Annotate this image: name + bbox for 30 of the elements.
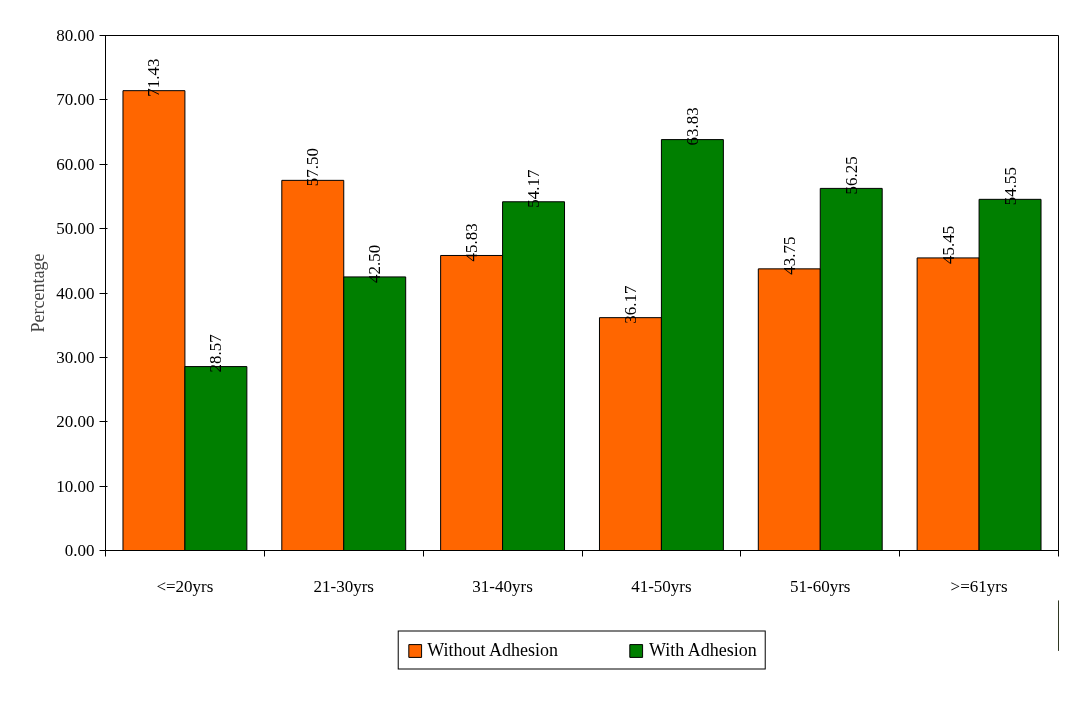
x-tick-label: >=61yrs: [950, 576, 1008, 596]
data-label: 57.50: [303, 148, 323, 187]
data-label: 28.57: [206, 333, 226, 373]
x-tick-label: <=20yrs: [156, 576, 214, 596]
legend-label: With Adhesion: [649, 639, 757, 661]
data-label: 43.75: [779, 236, 799, 275]
data-label: 42.50: [365, 244, 385, 283]
y-tick-label: 60.00: [56, 154, 95, 174]
data-label: 45.83: [462, 223, 482, 262]
y-tick-label: 40.00: [56, 283, 95, 303]
y-tick-label: 20.00: [56, 412, 95, 432]
data-label: 63.83: [682, 107, 702, 146]
x-tick-label: 21-30yrs: [313, 576, 374, 596]
x-tick-label: 41-50yrs: [631, 576, 692, 596]
data-label: 54.55: [1000, 167, 1020, 206]
data-label: 36.17: [620, 284, 640, 324]
y-tick-label: 10.00: [56, 476, 95, 496]
y-tick-label: 70.00: [56, 90, 95, 110]
data-label: 45.45: [938, 225, 958, 264]
data-label: 56.25: [841, 156, 861, 195]
data-label: 54.17: [524, 169, 544, 208]
y-tick-label: 50.00: [56, 219, 95, 239]
x-tick-label: 51-60yrs: [790, 576, 851, 596]
y-tick-label: 0.00: [64, 541, 95, 560]
data-label: 71.43: [144, 58, 164, 97]
legend-label: Without Adhesion: [427, 639, 558, 661]
y-axis-title: Percentage: [28, 253, 49, 333]
y-tick-label: 30.00: [56, 347, 95, 367]
x-tick-label: 31-40yrs: [472, 576, 533, 596]
y-tick-label: 80.00: [56, 26, 95, 45]
